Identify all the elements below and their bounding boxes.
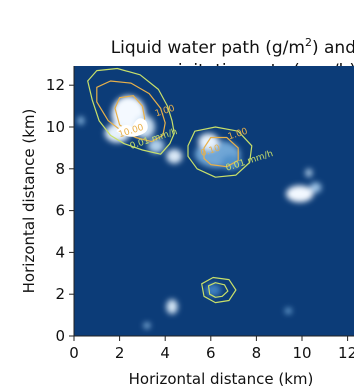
x-tick-label: 2 (115, 344, 125, 362)
lwp-cell (309, 182, 322, 193)
lwp-cell (284, 307, 292, 315)
lwp-field (77, 95, 322, 329)
precipitation-contours (87, 67, 253, 304)
y-tick-label: 4 (55, 243, 65, 261)
lwp-cell (205, 283, 222, 297)
lwp-cell (166, 148, 183, 164)
x-tick-label: 4 (160, 344, 170, 362)
precip-contour (187, 126, 253, 178)
y-tick-label: 10 (46, 118, 65, 136)
x-tick-label: 8 (252, 344, 262, 362)
x-tick-label: 10 (292, 344, 311, 362)
lwp-cell (77, 116, 85, 125)
precip-contour (87, 67, 175, 155)
y-tick-label: 6 (55, 202, 65, 220)
x-ticks: 0 2 4 6 8 10 12 (69, 336, 354, 362)
title-line-1: Liquid water path (g/m2) and (111, 36, 354, 58)
lwp-cell (286, 185, 314, 203)
y-axis-label: Horizontal distance (km) (20, 109, 38, 294)
lwp-cell (305, 168, 313, 178)
precip-core (116, 118, 148, 137)
precip-contour (207, 282, 229, 298)
y-tick-label: 2 (55, 285, 65, 303)
x-axis-label: Horizontal distance (km) (129, 370, 314, 388)
precip-contour (203, 136, 239, 168)
y-tick-label: 0 (55, 327, 65, 345)
lwp-cell (143, 322, 151, 329)
precip-contour (201, 276, 237, 304)
lwp-cell (166, 299, 178, 315)
x-tick-label: 12 (338, 344, 354, 362)
y-tick-label: 8 (55, 160, 65, 178)
y-tick-label: 12 (46, 76, 65, 94)
x-tick-label: 0 (69, 344, 79, 362)
lwp-cell (148, 138, 165, 154)
axes: 0 2 4 6 8 10 12 0 2 4 6 8 10 12 (46, 66, 354, 362)
x-tick-label: 6 (206, 344, 216, 362)
y-ticks: 0 2 4 6 8 10 12 (46, 76, 74, 345)
